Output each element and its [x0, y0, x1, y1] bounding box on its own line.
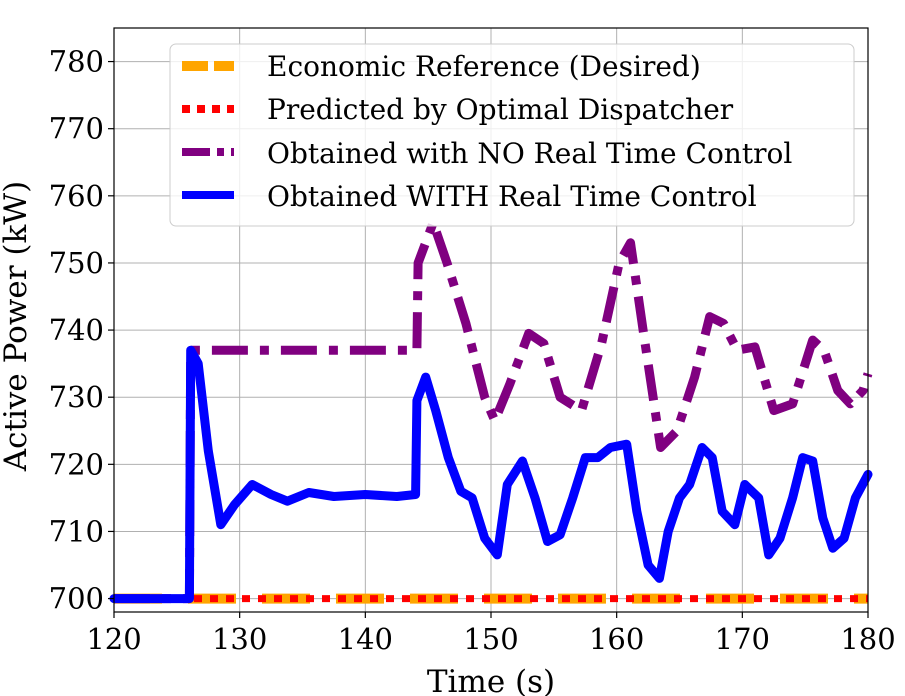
series-group: [109, 218, 873, 604]
x-tick-label: 130: [212, 622, 267, 656]
ticks: 120 130 140 150 160 170 180 700 710 720 730 740 750 7…: [49, 45, 896, 656]
y-tick-label: 720: [49, 447, 104, 481]
legend: Economic Reference (Desired) Predicted b…: [169, 43, 855, 227]
legend-label-economic-reference: Economic Reference (Desired): [267, 50, 701, 83]
legend-label-no-control: Obtained with NO Real Time Control: [267, 137, 792, 170]
x-tick-label: 170: [715, 622, 770, 656]
series-with-control: [109, 345, 873, 604]
y-tick-label: 730: [49, 380, 104, 414]
series-no-control: [114, 218, 873, 604]
legend-label-predicted: Predicted by Optimal Dispatcher: [267, 93, 734, 126]
x-axis-label: Time (s): [427, 664, 555, 696]
legend-label-with-control: Obtained WITH Real Time Control: [267, 180, 757, 213]
legend-box: [169, 43, 855, 227]
x-tick-label: 150: [463, 622, 518, 656]
y-tick-label: 760: [49, 179, 104, 213]
y-axis-label: Active Power (kW): [0, 181, 34, 473]
y-tick-label: 750: [49, 246, 104, 280]
y-tick-label: 700: [49, 582, 104, 616]
y-tick-label: 740: [49, 313, 104, 347]
y-tick-label: 710: [49, 514, 104, 548]
y-tick-label: 780: [49, 45, 104, 79]
x-tick-label: 180: [840, 622, 895, 656]
x-tick-label: 140: [338, 622, 393, 656]
y-tick-label: 770: [49, 112, 104, 146]
x-tick-label: 160: [589, 622, 644, 656]
x-tick-label: 120: [86, 622, 141, 656]
